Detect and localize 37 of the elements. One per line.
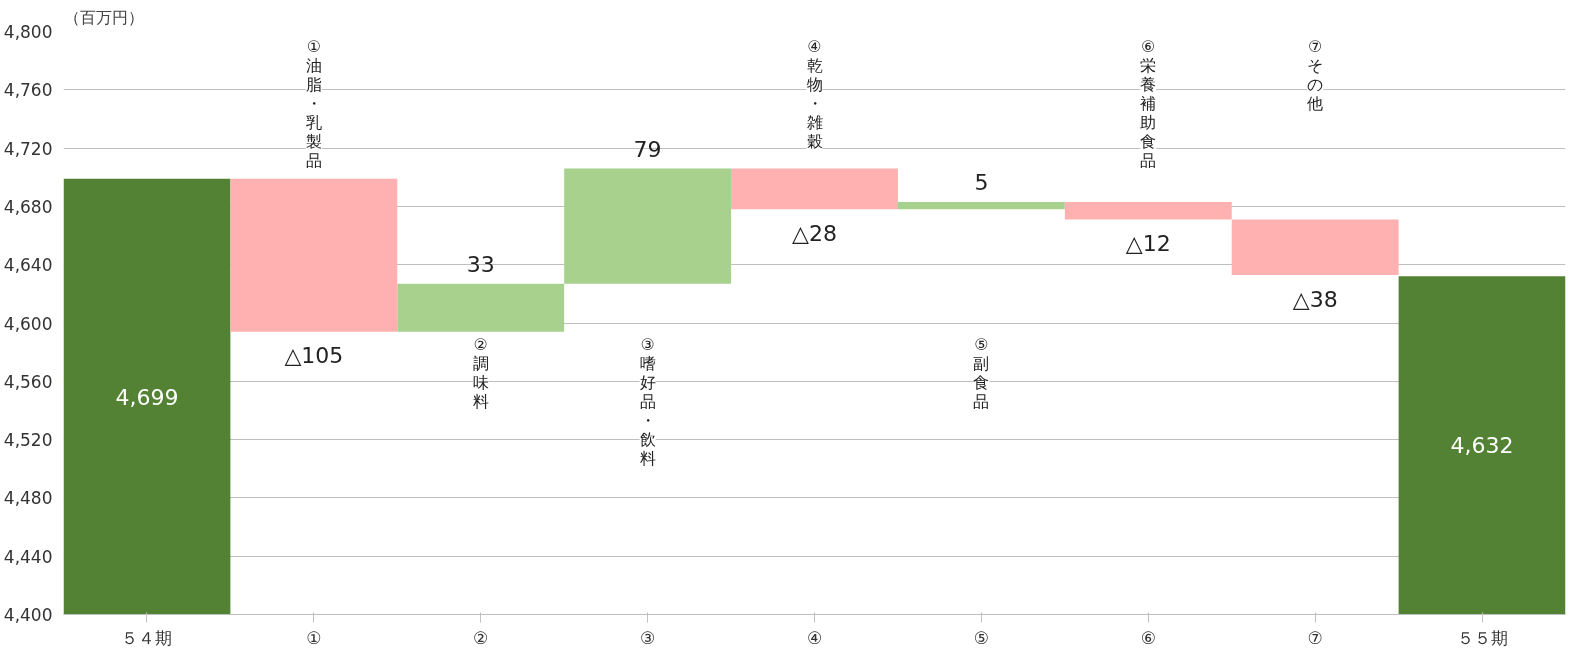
x-tick-label: ④	[806, 627, 823, 648]
x-tick-label: ③	[639, 627, 656, 648]
x-tick-label: ５４期	[121, 627, 173, 648]
data-label: 5	[974, 170, 989, 196]
x-tick-label: ②	[473, 627, 489, 648]
data-label: 79	[633, 136, 662, 162]
y-tick-label: 4,600	[3, 313, 53, 334]
annotation: ⑥栄養補助食品	[1140, 37, 1157, 171]
data-label: 4,699	[115, 384, 179, 410]
data-label: 4,632	[1450, 433, 1514, 459]
y-tick-label: 4,440	[3, 546, 53, 567]
y-tick-label: 4,640	[3, 255, 53, 276]
y-tick-label: 4,720	[3, 138, 53, 159]
annotation: ④乾物・雑穀	[806, 37, 823, 152]
x-tick-label: ⑤	[973, 627, 990, 648]
data-label: △38	[1292, 286, 1338, 312]
y-tick-label: 4,800	[3, 22, 53, 42]
x-tick-label: ⑦	[1307, 627, 1323, 648]
y-tick-label: 4,480	[3, 488, 53, 509]
annotation: ①油脂・乳製品	[305, 37, 322, 171]
y-tick-label: 4,760	[3, 80, 53, 101]
annotation: ③嗜好品・飲料	[639, 334, 656, 468]
y-axis-title: （百万円）	[63, 7, 144, 27]
data-label: △105	[284, 343, 344, 369]
data-label: 33	[466, 251, 495, 277]
y-tick-label: 4,400	[3, 605, 53, 625]
data-label: △12	[1125, 231, 1171, 257]
data-label: △28	[792, 220, 837, 246]
annotation: ②調味料	[472, 334, 489, 411]
x-tick-label: ５５期	[1456, 627, 1508, 648]
y-tick-label: 4,520	[3, 430, 53, 451]
y-tick-label: 4,680	[3, 196, 53, 217]
x-tick-label: ①	[306, 627, 322, 648]
annotation: ⑤副食品	[973, 334, 990, 411]
annotation: ⑦その他	[1307, 37, 1324, 114]
x-tick-label: ⑥	[1140, 627, 1156, 648]
y-tick-label: 4,560	[3, 371, 53, 392]
